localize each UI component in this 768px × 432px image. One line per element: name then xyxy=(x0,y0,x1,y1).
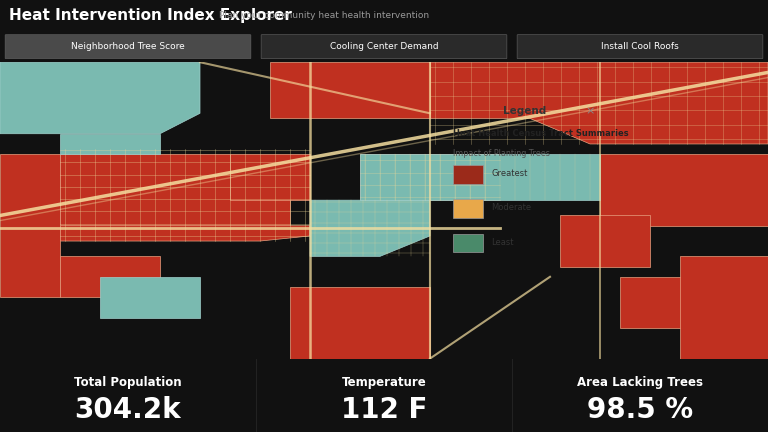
Polygon shape xyxy=(360,154,600,200)
Polygon shape xyxy=(60,226,310,241)
FancyBboxPatch shape xyxy=(453,234,483,252)
FancyBboxPatch shape xyxy=(453,165,483,184)
Text: Temperature: Temperature xyxy=(342,375,426,388)
Polygon shape xyxy=(60,154,290,226)
Text: Total Population: Total Population xyxy=(74,375,182,388)
Text: Legend: Legend xyxy=(502,106,546,116)
Text: Neighborhood Tree Score: Neighborhood Tree Score xyxy=(71,41,185,51)
FancyBboxPatch shape xyxy=(261,35,507,59)
Text: 304.2k: 304.2k xyxy=(74,396,181,424)
Text: 98.5 %: 98.5 % xyxy=(587,396,693,424)
FancyBboxPatch shape xyxy=(512,359,513,432)
Text: Install Cool Roofs: Install Cool Roofs xyxy=(601,41,679,51)
Polygon shape xyxy=(360,154,500,200)
Text: Moderate: Moderate xyxy=(492,203,531,212)
Polygon shape xyxy=(60,256,160,297)
Polygon shape xyxy=(600,154,768,226)
Text: Area Lacking Trees: Area Lacking Trees xyxy=(577,375,703,388)
Polygon shape xyxy=(560,216,650,267)
Polygon shape xyxy=(100,277,200,318)
Text: 112 F: 112 F xyxy=(341,396,427,424)
Text: Heat Intervention Index Explorer: Heat Intervention Index Explorer xyxy=(9,8,292,23)
Polygon shape xyxy=(290,287,430,359)
Text: Greatest: Greatest xyxy=(492,169,528,178)
Polygon shape xyxy=(230,154,310,200)
Text: Least: Least xyxy=(492,238,514,247)
Polygon shape xyxy=(270,62,430,118)
Polygon shape xyxy=(0,154,60,297)
Text: Plan your community heat health intervention: Plan your community heat health interven… xyxy=(219,11,429,20)
Polygon shape xyxy=(0,62,200,134)
Polygon shape xyxy=(430,62,768,144)
FancyBboxPatch shape xyxy=(5,35,251,59)
Polygon shape xyxy=(680,256,768,359)
Polygon shape xyxy=(310,200,430,256)
Polygon shape xyxy=(60,134,160,154)
Text: Heat Health Census Tract Summaries: Heat Health Census Tract Summaries xyxy=(453,129,629,138)
FancyBboxPatch shape xyxy=(453,199,483,218)
Text: ×: × xyxy=(586,106,595,116)
FancyBboxPatch shape xyxy=(517,35,763,59)
Text: Impact of Planting Trees: Impact of Planting Trees xyxy=(453,149,550,159)
Text: Cooling Center Demand: Cooling Center Demand xyxy=(329,41,439,51)
Polygon shape xyxy=(620,277,720,328)
